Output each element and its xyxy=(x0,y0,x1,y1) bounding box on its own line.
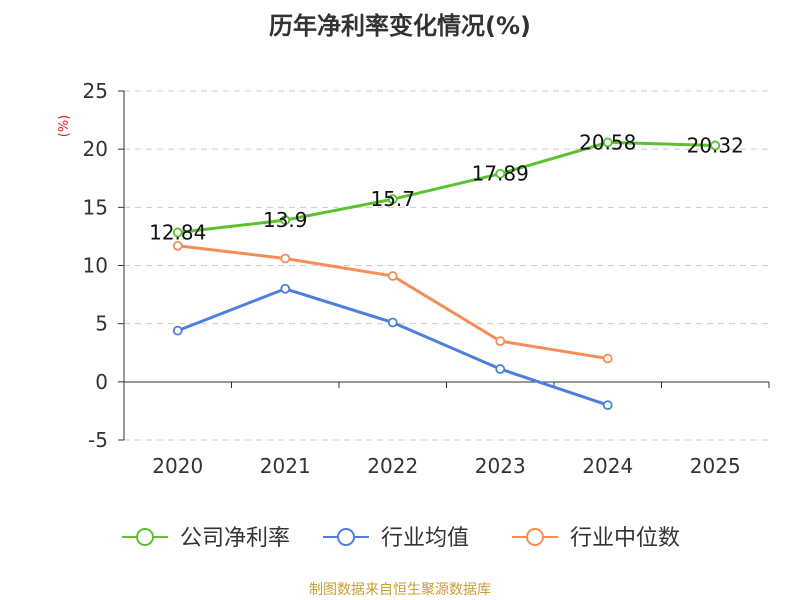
x-tick-label-2025: 2025 xyxy=(690,454,741,478)
x-tick-label-2022: 2022 xyxy=(367,454,418,478)
data-label: 20.58 xyxy=(579,130,636,154)
y-tick-label: 25 xyxy=(83,79,108,103)
data-label: 17.89 xyxy=(472,162,529,186)
legend-label: 公司净利率 xyxy=(180,526,290,551)
x-tick-label-2023: 2023 xyxy=(475,454,526,478)
data-point[interactable] xyxy=(387,194,398,205)
data-label: 12.84 xyxy=(149,220,206,244)
legend-item-2[interactable]: 行业中位数 xyxy=(512,526,680,551)
data-point[interactable] xyxy=(495,336,506,347)
legend[interactable]: 公司净利率 行业均值 行业中位数 xyxy=(122,526,680,551)
data-source-note: 制图数据来自恒生聚源数据库 xyxy=(309,582,491,598)
legend-label: 行业均值 xyxy=(381,526,469,551)
data-point[interactable] xyxy=(280,283,291,294)
data-point[interactable] xyxy=(602,353,613,364)
legend-item-0[interactable]: 公司净利率 xyxy=(122,526,290,551)
data-point[interactable] xyxy=(387,271,398,281)
x-tick-label-2021: 2021 xyxy=(260,454,311,478)
y-tick-label: 5 xyxy=(95,312,108,336)
data-point[interactable] xyxy=(602,400,613,411)
data-label: 15.7 xyxy=(370,187,415,211)
x-tick-label-2020: 2020 xyxy=(152,454,203,478)
data-point[interactable] xyxy=(602,137,613,148)
data-point[interactable] xyxy=(280,215,291,226)
chart-title: 历年净利率变化情况(%) xyxy=(269,12,531,40)
legend-item-1[interactable]: 行业均值 xyxy=(323,526,469,551)
y-tick-label: 15 xyxy=(83,195,108,219)
y-tick-label: 10 xyxy=(83,254,108,278)
data-point[interactable] xyxy=(172,240,183,251)
data-point[interactable] xyxy=(387,317,398,328)
y-tick-label: 0 xyxy=(95,370,108,394)
data-label: 13.9 xyxy=(263,208,308,232)
y-tick-label: -5 xyxy=(88,428,108,452)
legend-label: 行业中位数 xyxy=(570,526,680,551)
legend-marker xyxy=(136,528,154,546)
y-tick-label: 20 xyxy=(83,137,108,161)
y-axis-label: (%) xyxy=(57,115,72,138)
grid-lines xyxy=(124,90,769,441)
data-point[interactable] xyxy=(495,168,506,179)
data-label: 20.32 xyxy=(687,133,744,157)
legend-marker xyxy=(337,528,355,546)
data-point[interactable] xyxy=(172,227,183,238)
data-point[interactable] xyxy=(280,253,291,264)
series-group: 12.84 13.9 15.7 17.89 20.58 20.32 xyxy=(149,130,744,411)
data-point[interactable] xyxy=(172,325,183,336)
data-point[interactable] xyxy=(495,364,506,374)
series-line-2 xyxy=(177,244,608,361)
legend-marker xyxy=(526,528,544,546)
x-tick-label-2024: 2024 xyxy=(582,454,633,478)
data-point[interactable] xyxy=(710,140,721,151)
series-line-0 xyxy=(177,140,716,234)
